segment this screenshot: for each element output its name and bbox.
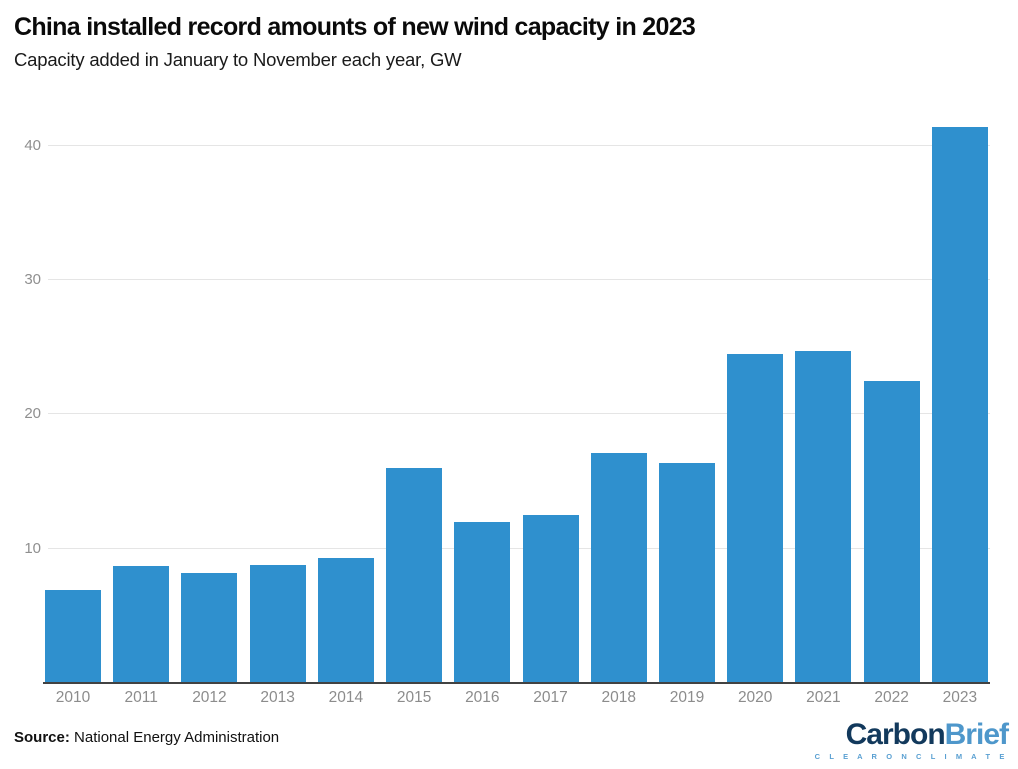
bar-2011[interactable] — [113, 566, 170, 683]
bar-2023[interactable] — [931, 126, 988, 683]
chart-title: China installed record amounts of new wi… — [14, 13, 696, 41]
x-tick-label-2019: 2019 — [669, 689, 705, 706]
y-tick-label-40: 40 — [24, 136, 41, 154]
x-tick-label-2021: 2021 — [806, 689, 841, 706]
bar-2010[interactable] — [45, 590, 101, 683]
x-tick-label-2022: 2022 — [874, 689, 909, 706]
bar-2012[interactable] — [181, 572, 238, 683]
x-tick-label-2015: 2015 — [396, 689, 432, 706]
logo-tagline: C L E A R O N C L I M A T E — [814, 752, 1008, 761]
bar-2022[interactable] — [863, 380, 920, 683]
chart-subtitle: Capacity added in January to November ea… — [14, 49, 462, 70]
bar-series — [43, 100, 990, 683]
carbonbrief-wordmark: CarbonBrief — [815, 718, 1009, 751]
x-tick-label-2011: 2011 — [124, 689, 158, 706]
x-tick-label-2016: 2016 — [465, 689, 500, 706]
bar-2017[interactable] — [522, 515, 579, 683]
plot-area — [43, 100, 990, 684]
source-text: National Energy Administration — [69, 729, 280, 746]
carbonbrief-logo: CarbonBrief C L E A R O N C L I M A T E — [814, 718, 1009, 761]
bar-2021[interactable] — [795, 351, 852, 683]
x-axis-line — [43, 682, 990, 684]
x-tick-label-2013: 2013 — [260, 689, 295, 706]
bar-2015[interactable] — [386, 468, 443, 683]
x-tick-label-2014: 2014 — [328, 689, 364, 706]
x-tick-label-2020: 2020 — [737, 689, 773, 706]
gridline-40 — [48, 144, 990, 146]
bar-2019[interactable] — [658, 462, 715, 683]
y-axis-tick-labels: 10 20 30 40 — [0, 100, 41, 683]
bar-2018[interactable] — [590, 453, 647, 683]
gridline-30 — [48, 279, 990, 281]
source-attribution: Source: National Energy Administration — [14, 729, 279, 746]
y-tick-label-30: 30 — [24, 271, 41, 288]
gridline-10 — [48, 547, 990, 549]
x-tick-label-2023: 2023 — [942, 689, 978, 706]
x-axis-tick-labels: 2010 2011 2012 2013 2014 2015 2016 2017 2018 2019… — [43, 689, 990, 707]
logo-carbon-text: Carbon — [845, 718, 946, 751]
x-tick-label-2018: 2018 — [601, 689, 636, 706]
bar-2020[interactable] — [727, 353, 784, 683]
source-label: Source: — [14, 729, 70, 746]
gridline-20 — [48, 413, 990, 415]
x-tick-label-2010: 2010 — [55, 689, 91, 706]
y-tick-label-10: 10 — [24, 539, 41, 557]
bar-2016[interactable] — [454, 521, 511, 683]
x-tick-label-2012: 2012 — [192, 689, 227, 706]
logo-brief-text: Brief — [944, 718, 1009, 751]
bar-2014[interactable] — [317, 558, 374, 683]
bar-2013[interactable] — [249, 564, 306, 683]
y-tick-label-20: 20 — [24, 405, 41, 423]
x-tick-label-2017: 2017 — [533, 689, 568, 706]
